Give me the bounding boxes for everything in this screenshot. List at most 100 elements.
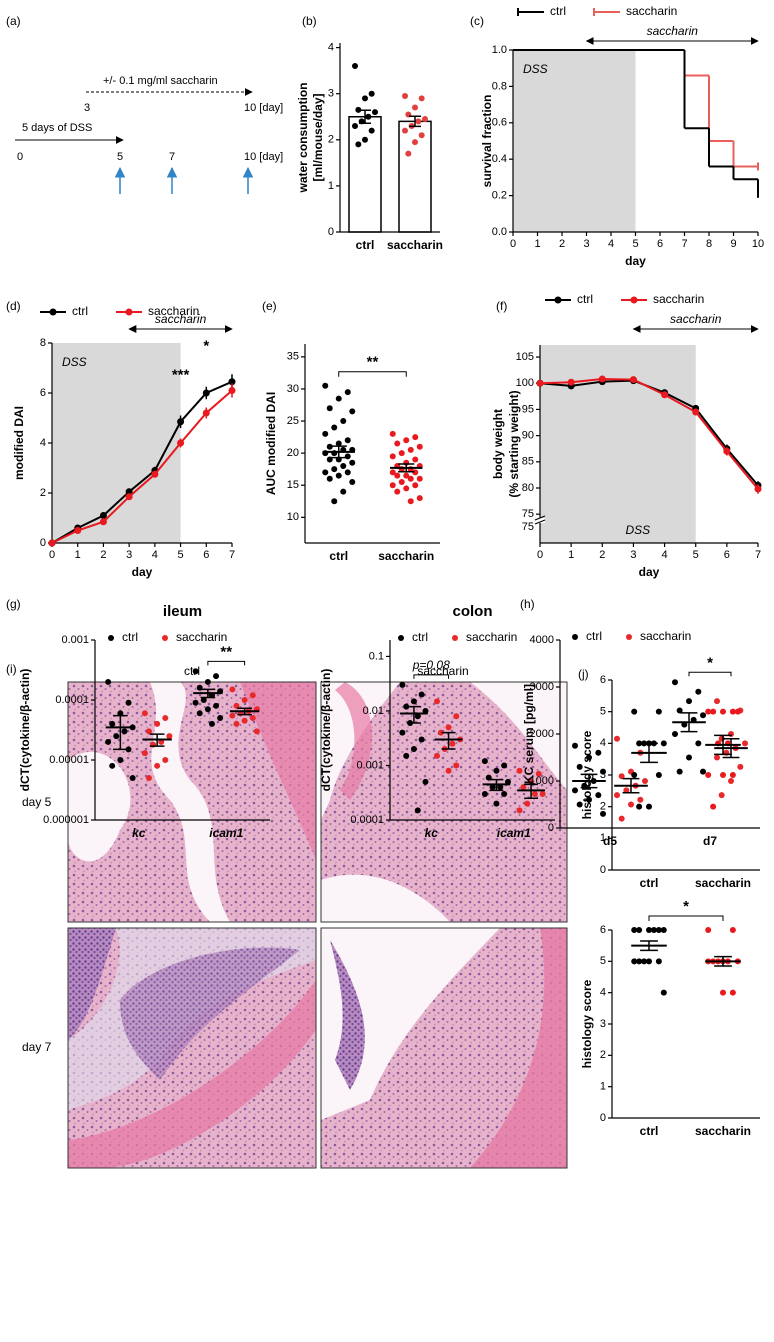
point: [572, 742, 578, 749]
error-bar: [149, 733, 165, 747]
y-tick-label: 1: [600, 1081, 606, 1093]
point: [434, 698, 441, 705]
point: [407, 498, 414, 505]
x-tick-label: 0: [537, 549, 543, 561]
point: [631, 772, 638, 778]
x-tick-label: saccharin: [378, 549, 434, 563]
y-tick-label: 3: [328, 88, 334, 100]
y-tick-label: 0.8: [492, 80, 507, 92]
point: [686, 698, 692, 705]
error-bar: [113, 714, 128, 751]
point: [449, 740, 456, 747]
point: [655, 958, 662, 965]
point: [399, 729, 406, 736]
point: [253, 728, 260, 735]
point: [331, 466, 338, 473]
point: [520, 784, 527, 791]
point: [598, 375, 606, 383]
x-tick-label: icam1: [497, 826, 531, 840]
point: [660, 740, 667, 747]
y-tick-label: 4: [40, 437, 46, 449]
point: [340, 418, 347, 425]
point: [249, 715, 256, 722]
x-tick-label: 2: [559, 238, 565, 250]
point: [177, 439, 185, 447]
y-tick-label: 6: [600, 924, 606, 936]
y-tick-label: 3: [600, 769, 606, 781]
point: [213, 702, 220, 709]
y-tick-label: 35: [287, 351, 299, 363]
point: [497, 784, 504, 791]
point: [403, 472, 410, 479]
arrow-label: saccharin: [670, 312, 722, 326]
point: [412, 456, 419, 463]
point: [228, 378, 236, 386]
point: [618, 773, 625, 780]
point: [539, 790, 546, 797]
error-bar: [409, 115, 421, 128]
y-tick-label: 3000: [530, 681, 554, 693]
point: [729, 989, 736, 996]
point: [718, 792, 725, 799]
point: [74, 527, 82, 534]
shade-label: DSS: [626, 523, 651, 537]
point: [125, 493, 133, 501]
point: [349, 408, 356, 415]
y-tick-label: 2: [600, 801, 606, 813]
point: [661, 391, 669, 399]
x-tick-label: ctrl: [356, 238, 375, 252]
point: [192, 668, 199, 675]
panel-label: (b): [302, 14, 317, 28]
x-tick-label: kc: [425, 826, 439, 840]
legend-label: ctrl: [586, 629, 602, 643]
x-tick-label: d5: [603, 834, 617, 848]
significance: *: [683, 898, 689, 915]
point: [646, 958, 652, 965]
panel-label: (i): [6, 662, 17, 676]
point: [204, 706, 211, 713]
point: [405, 150, 412, 157]
point: [516, 807, 523, 814]
y-axis-label: histology score: [580, 730, 594, 819]
point: [109, 720, 116, 727]
y-tick-label: 0.6: [492, 117, 507, 129]
point: [125, 746, 132, 753]
point: [412, 434, 419, 441]
point: [416, 443, 423, 450]
error-bar: [714, 955, 732, 967]
day-label: 7: [169, 151, 175, 163]
point: [618, 815, 625, 822]
legend-marker: [49, 308, 57, 316]
y-tick-label: 90: [522, 430, 534, 442]
point: [249, 692, 256, 699]
point: [113, 733, 120, 740]
y-tick-label: 0: [600, 1112, 606, 1124]
point: [660, 989, 667, 996]
point: [414, 713, 421, 720]
y-tick-label: 95: [522, 403, 534, 415]
point: [646, 927, 652, 933]
point: [415, 118, 422, 125]
point: [676, 768, 683, 775]
x-tick-label: 6: [657, 238, 663, 250]
legend-marker: [162, 635, 168, 641]
shaded-period: [540, 345, 696, 543]
significance-bracket: [413, 674, 450, 679]
axis-break: [535, 518, 545, 523]
x-tick-label: 0: [49, 549, 55, 561]
y-tick-label: 1.0: [492, 44, 507, 56]
point: [177, 418, 185, 426]
point: [335, 440, 342, 447]
x-tick-label: 3: [126, 549, 132, 561]
bar: [348, 116, 382, 233]
point: [335, 472, 342, 479]
series-line: [539, 378, 759, 490]
x-tick-label: 6: [203, 549, 209, 561]
point: [729, 708, 736, 715]
point: [412, 104, 418, 111]
point: [700, 768, 706, 775]
point: [600, 768, 606, 775]
point: [322, 382, 329, 389]
day-label: 10 [day]: [244, 151, 283, 163]
point: [241, 717, 248, 724]
